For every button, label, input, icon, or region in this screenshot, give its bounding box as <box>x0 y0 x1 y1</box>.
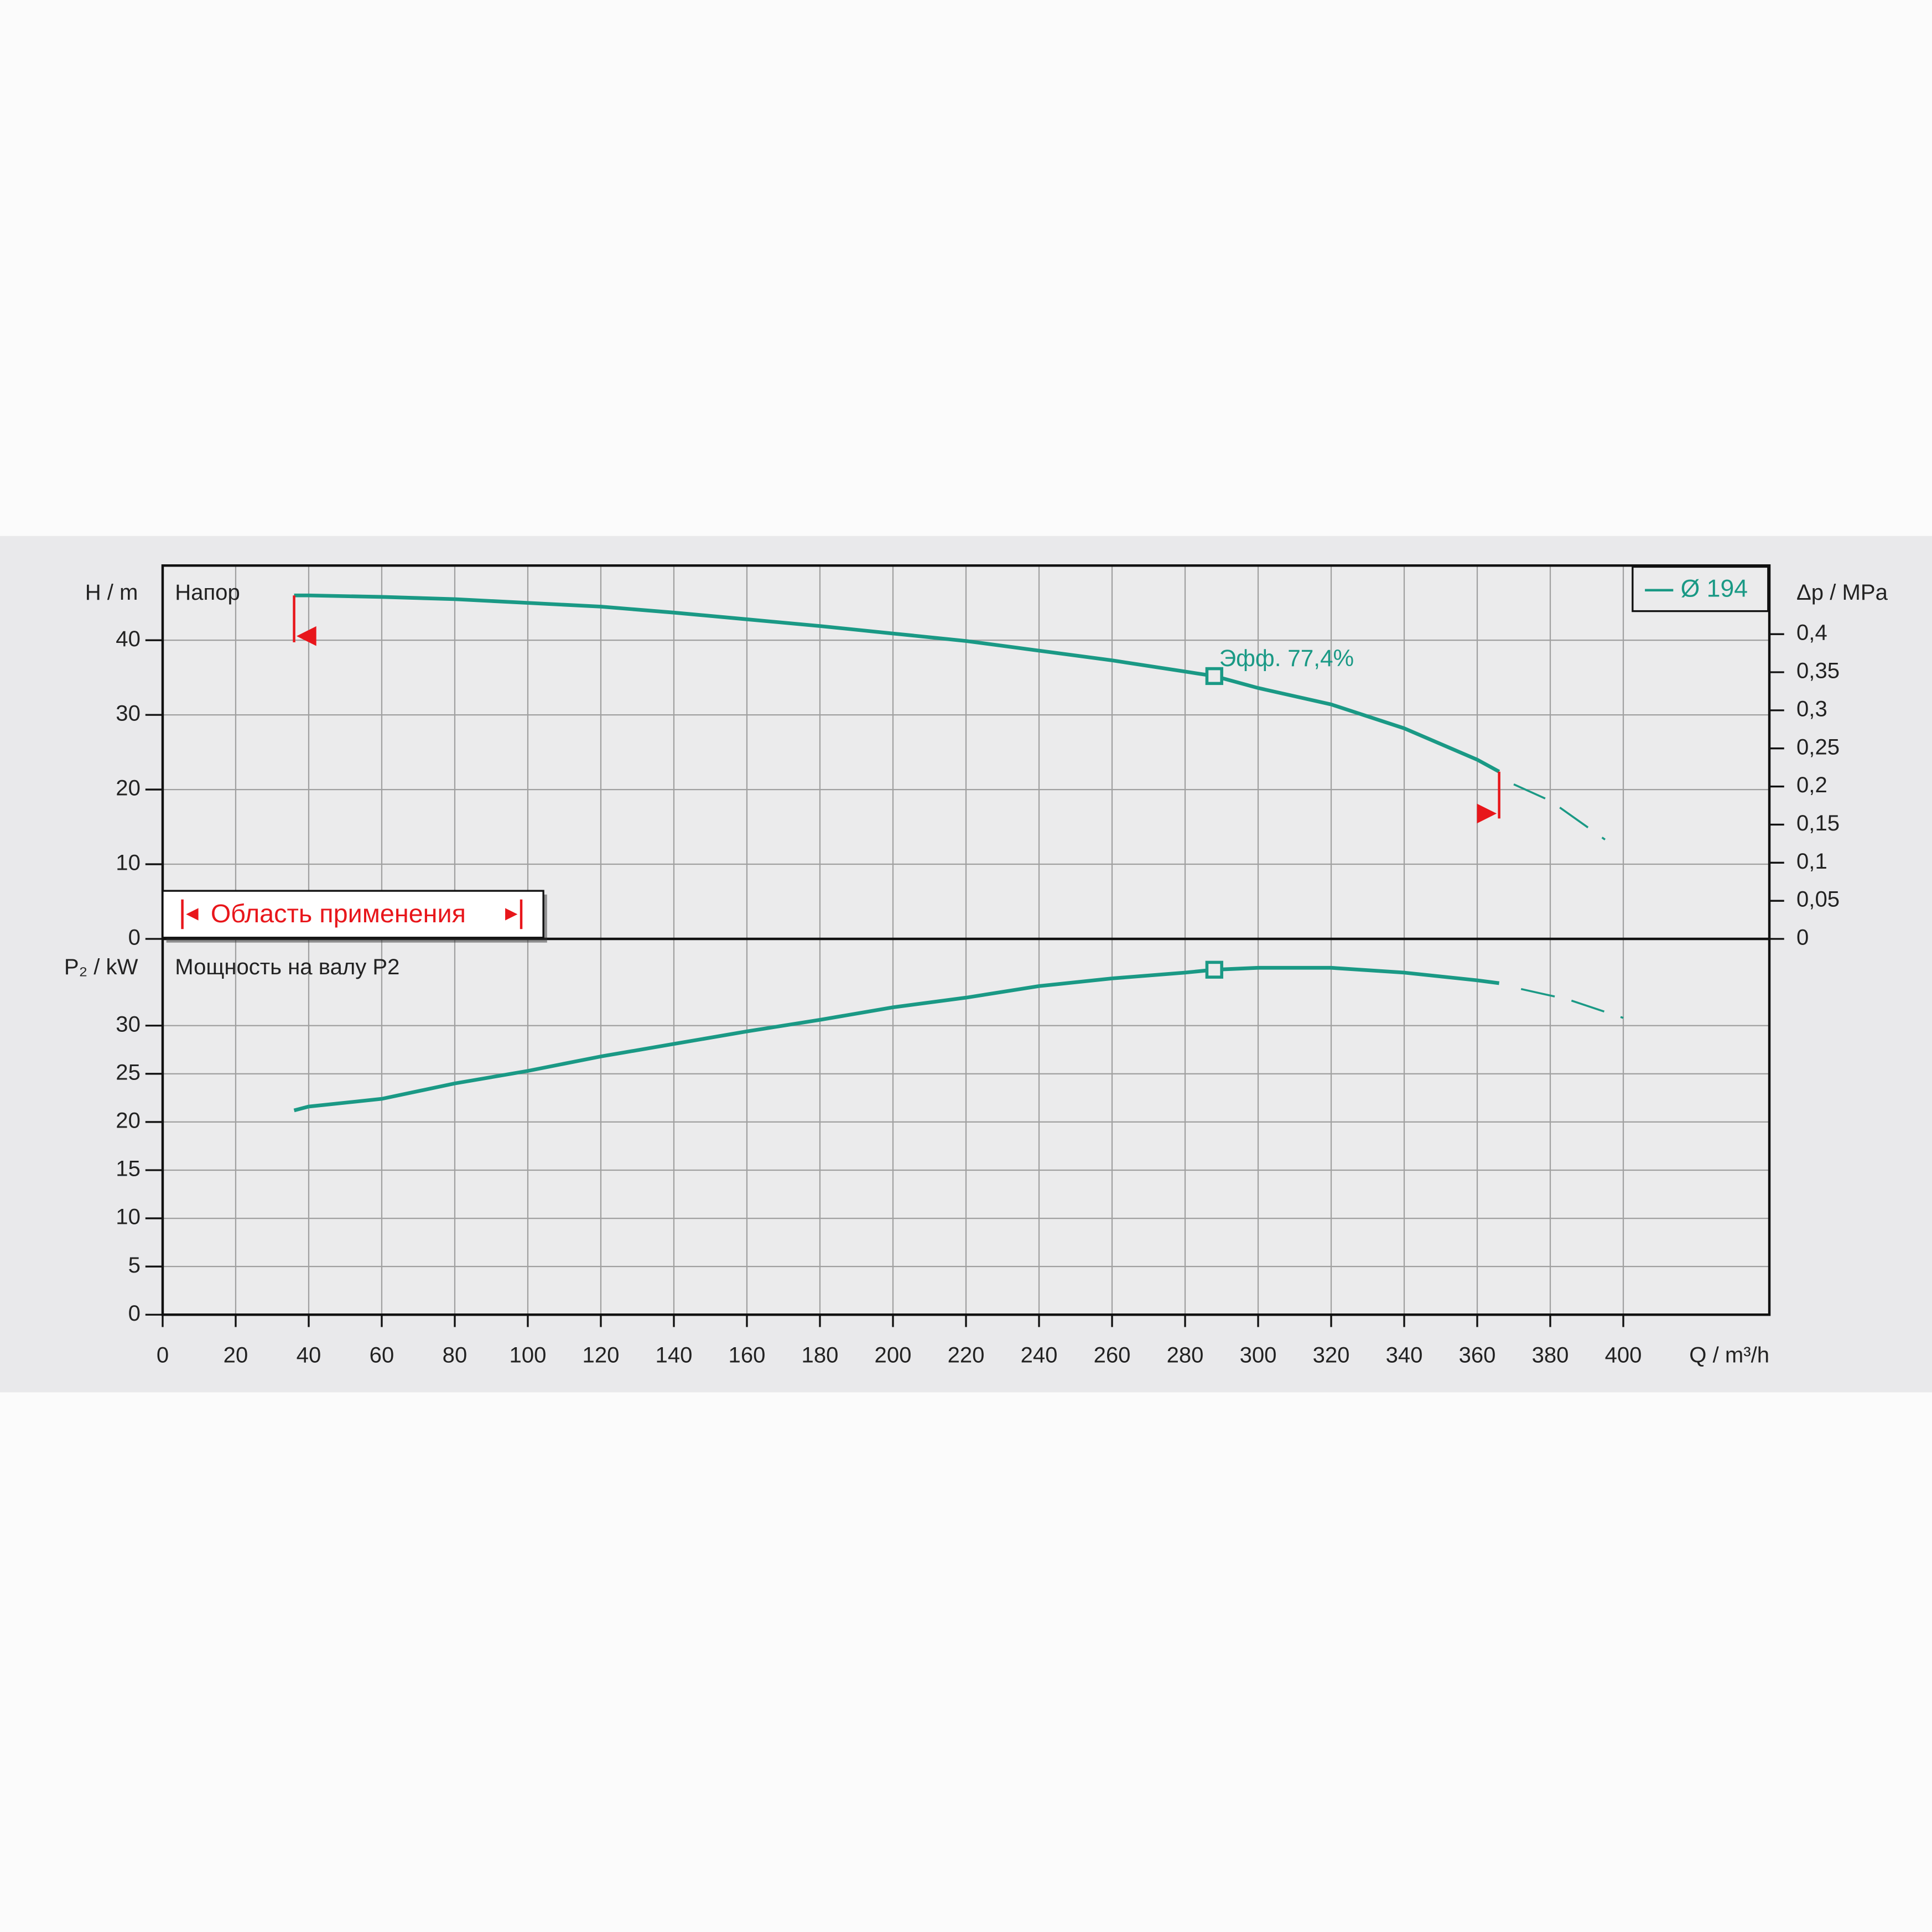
x-tick-label: 320 <box>1313 1343 1350 1368</box>
y2-tick-label: 0,3 <box>1796 697 1827 721</box>
y-tick-label: 30 <box>116 702 141 726</box>
range-box <box>162 890 544 939</box>
y-tick-label: 20 <box>116 1109 141 1133</box>
range-arrow <box>505 908 518 921</box>
y2-tick-label: 0,15 <box>1796 811 1840 835</box>
power-title: Мощность на валу P2 <box>175 955 399 979</box>
x-tick-label: 380 <box>1532 1343 1569 1368</box>
x-tick-label: 20 <box>224 1343 248 1368</box>
curve <box>294 593 1500 773</box>
y-tick-label: 25 <box>116 1060 141 1084</box>
legend: Ø 194 <box>1632 565 1769 612</box>
x-tick-label: 120 <box>583 1343 620 1368</box>
head-title: Напор <box>175 580 240 605</box>
y-tick-label: 0 <box>128 1301 141 1326</box>
x-tick-label: 160 <box>729 1343 766 1368</box>
marks-layer <box>293 593 1624 1113</box>
x-tick-label: 240 <box>1021 1343 1058 1368</box>
x-axis-label: Q / m³/h <box>1689 1343 1769 1368</box>
y2-tick-label: 0,35 <box>1796 659 1840 683</box>
y-tick-label: 30 <box>116 1012 141 1036</box>
operating-point <box>1205 960 1223 979</box>
legend-box <box>1632 565 1769 612</box>
curve-extension <box>1520 988 1624 1019</box>
x-tick-label: 0 <box>157 1343 169 1368</box>
y-tick-label: 5 <box>128 1253 141 1277</box>
y-tick-label: 10 <box>116 851 141 875</box>
x-tick-label: 300 <box>1240 1343 1277 1368</box>
x-tick-label: 140 <box>656 1343 693 1368</box>
y2-tick-label: 0,1 <box>1796 849 1827 874</box>
y-axis-label: P₂ / kW <box>64 955 138 979</box>
x-tick-label: 400 <box>1605 1343 1642 1368</box>
operating-point <box>1205 667 1223 685</box>
y-tick-label: 10 <box>116 1205 141 1229</box>
limit-arrow <box>1477 803 1497 824</box>
y2-tick-label: 0 <box>1796 926 1809 950</box>
y2-tick-label: 0,05 <box>1796 887 1840 912</box>
x-tick-label: 280 <box>1167 1343 1204 1368</box>
efficiency-annotation: Эфф. 77,4% <box>1219 645 1354 671</box>
x-tick-label: 200 <box>875 1343 912 1368</box>
range-label: Область применения <box>211 899 466 928</box>
y2-tick-label: 0,2 <box>1796 773 1827 797</box>
limit-arrow <box>297 626 316 646</box>
y2-tick-label: 0,4 <box>1796 621 1827 645</box>
y2-axis-label: Δp / MPa <box>1796 580 1888 605</box>
curve-extension <box>1513 783 1606 840</box>
curve <box>293 965 1500 1113</box>
y-tick-label: 20 <box>116 776 141 801</box>
y-tick-label: 40 <box>116 627 141 651</box>
application-range: Область применения <box>162 890 547 943</box>
x-tick-label: 100 <box>510 1343 547 1368</box>
x-tick-label: 260 <box>1094 1343 1131 1368</box>
y2-tick-label: 0,25 <box>1796 735 1840 759</box>
x-tick-label: 180 <box>802 1343 839 1368</box>
x-tick-label: 60 <box>370 1343 394 1368</box>
range-arrow <box>186 908 199 921</box>
y-tick-label: 0 <box>128 926 141 950</box>
x-tick-label: 360 <box>1459 1343 1496 1368</box>
x-tick-label: 80 <box>443 1343 468 1368</box>
x-tick-label: 220 <box>948 1343 985 1368</box>
legend-entry: Ø 194 <box>1681 575 1748 603</box>
x-tick-label: 340 <box>1386 1343 1423 1368</box>
y-axis-label: H / m <box>85 580 138 605</box>
y-tick-label: 15 <box>116 1157 141 1181</box>
x-tick-label: 40 <box>297 1343 321 1368</box>
